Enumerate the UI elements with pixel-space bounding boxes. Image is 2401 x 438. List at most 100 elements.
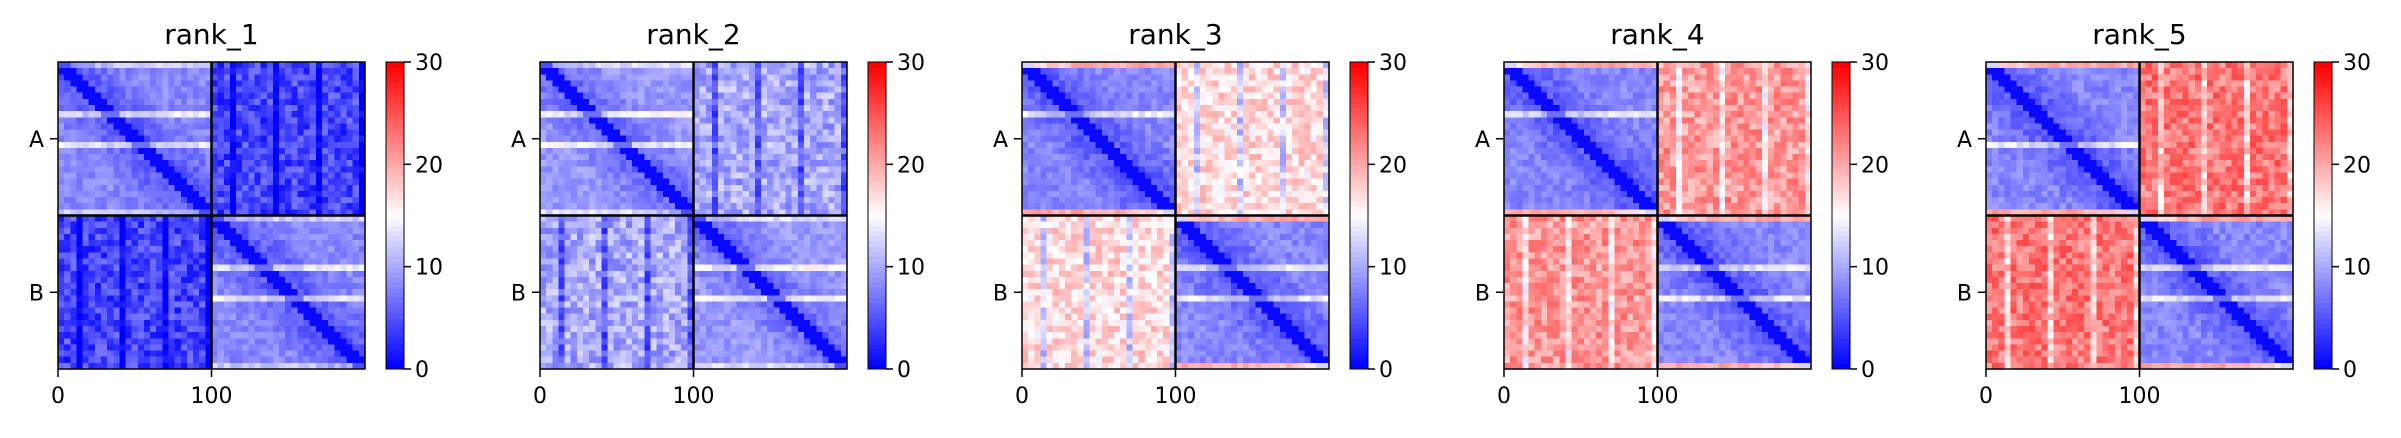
heatmap-cell (70, 240, 78, 247)
heatmap-cell (260, 178, 268, 186)
heatmap-cell (346, 221, 354, 229)
heatmap-cell (137, 141, 145, 149)
heatmap-cell (248, 283, 256, 290)
heatmap-cell (705, 172, 713, 180)
heatmap-cell (131, 92, 139, 100)
heatmap-cell (662, 160, 670, 167)
heatmap-cell (582, 326, 590, 333)
heatmap-cell (119, 80, 127, 88)
heatmap-cell (340, 356, 348, 364)
heatmap-cell (334, 135, 342, 143)
heatmap-cell (601, 270, 609, 278)
heatmap-cell (322, 74, 329, 82)
heatmap-cell (94, 129, 102, 137)
heatmap-cell (70, 197, 78, 204)
heatmap-cell (699, 86, 707, 94)
heatmap-cell (242, 295, 249, 303)
heatmap-cell (199, 350, 206, 358)
heatmap-cell (242, 356, 249, 364)
heatmap-cell (266, 117, 274, 124)
heatmap-cell (266, 178, 274, 186)
heatmap-cell (199, 80, 206, 88)
heatmap-cell (297, 221, 305, 229)
heatmap-cell (828, 307, 836, 315)
heatmap-cell (229, 129, 237, 137)
heatmap-cell (242, 172, 249, 180)
heatmap-cell (70, 172, 78, 180)
heatmap-cell (58, 295, 65, 303)
heatmap-cell (297, 98, 305, 106)
heatmap-cell (150, 258, 157, 266)
heatmap-cell (595, 160, 602, 167)
heatmap-cell (699, 190, 707, 198)
heatmap-cell (358, 209, 366, 217)
colorbar-step (386, 128, 404, 135)
heatmap-cell (162, 80, 170, 88)
heatmap-cell (119, 123, 127, 131)
heatmap-cell (730, 295, 738, 303)
heatmap-cell (358, 240, 366, 247)
heatmap-cell (552, 117, 560, 124)
heatmap-cell (687, 203, 695, 210)
heatmap-cell (180, 344, 188, 352)
heatmap-cell (156, 313, 163, 321)
heatmap-cell (309, 209, 317, 217)
heatmap-cell (754, 154, 762, 161)
heatmap-cell (632, 246, 639, 253)
heatmap-cell (607, 356, 615, 364)
heatmap-cell (88, 258, 96, 266)
heatmap-cell (100, 319, 108, 327)
heatmap-cell (291, 166, 299, 174)
heatmap-cell (143, 117, 151, 124)
heatmap-cell (76, 319, 84, 327)
heatmap-cell (681, 289, 688, 296)
heatmap-cell (668, 326, 676, 333)
heatmap-cell (687, 313, 695, 321)
heatmap-cell (730, 62, 738, 69)
heatmap-cell (718, 123, 725, 131)
heatmap-cell (582, 123, 590, 131)
heatmap-cell (828, 178, 836, 186)
heatmap-cell (619, 313, 627, 321)
heatmap-cell (88, 190, 96, 198)
heatmap-cell (730, 270, 738, 278)
heatmap-cell (272, 209, 280, 217)
heatmap-cell (662, 319, 670, 327)
heatmap-cell (260, 86, 268, 94)
heatmap-cell (761, 80, 768, 88)
heatmap-cell (131, 344, 139, 352)
heatmap-cell (180, 68, 188, 75)
heatmap-cell (650, 307, 658, 315)
heatmap-cell (291, 319, 299, 327)
heatmap-cell (822, 190, 830, 198)
heatmap-cell (761, 295, 768, 303)
heatmap-cell (260, 117, 268, 124)
heatmap-cell (662, 92, 670, 100)
heatmap-cell (828, 147, 836, 155)
heatmap-cell (217, 98, 225, 106)
heatmap-cell (724, 147, 731, 155)
heatmap-cell (711, 301, 719, 309)
heatmap-cell (582, 190, 590, 198)
heatmap-cell (303, 221, 311, 229)
heatmap-cell (546, 111, 553, 118)
heatmap-cell (291, 154, 299, 161)
heatmap-cell (761, 184, 768, 192)
heatmap-cell (211, 270, 219, 278)
heatmap-cell (687, 221, 695, 229)
heatmap-cell (675, 154, 682, 161)
heatmap-cell (754, 117, 762, 124)
heatmap-cell (644, 92, 652, 100)
heatmap-cell (199, 356, 206, 364)
heatmap-cell (58, 326, 65, 333)
heatmap-cell (162, 344, 170, 352)
heatmap-cell (582, 221, 590, 229)
heatmap-cell (217, 141, 225, 149)
heatmap-cell (315, 307, 323, 315)
heatmap-cell (804, 258, 811, 266)
heatmap-cell (840, 203, 848, 210)
heatmap-cell (546, 246, 553, 253)
heatmap-cell (668, 98, 676, 106)
heatmap-cell (315, 129, 323, 137)
heatmap-cell (186, 68, 194, 75)
